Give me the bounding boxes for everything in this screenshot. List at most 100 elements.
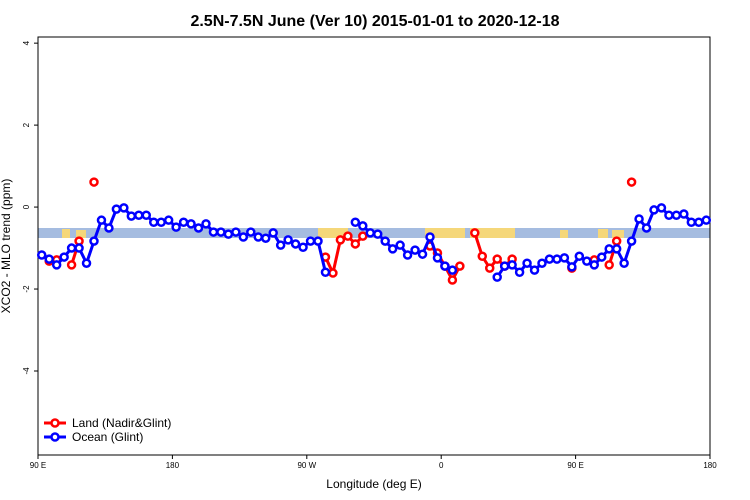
x-tick-label: 180 — [703, 461, 717, 470]
data-point — [328, 268, 338, 278]
data-point — [529, 265, 540, 275]
data-point — [522, 258, 532, 268]
data-point — [425, 232, 435, 242]
data-point — [395, 240, 405, 250]
data-point — [238, 232, 249, 242]
data-point — [679, 209, 689, 219]
legend-label: Ocean (Glint) — [72, 430, 143, 444]
data-point — [387, 244, 398, 254]
data-point — [111, 204, 122, 214]
data-point — [350, 239, 361, 249]
data-point — [126, 211, 137, 221]
data-point — [253, 232, 264, 242]
data-point — [66, 260, 77, 270]
data-point — [290, 239, 301, 249]
data-point — [544, 254, 555, 264]
data-point — [492, 272, 502, 282]
data-point — [410, 245, 420, 255]
data-point — [163, 215, 174, 225]
data-point — [81, 258, 92, 268]
data-point — [574, 251, 585, 261]
land-patch — [62, 229, 70, 238]
data-point — [380, 236, 390, 246]
data-point — [74, 243, 84, 253]
data-point — [447, 275, 458, 285]
data-point — [701, 215, 712, 225]
data-point — [656, 203, 667, 213]
data-point — [89, 236, 99, 246]
data-point — [686, 217, 697, 227]
data-point — [455, 261, 465, 271]
data-point — [649, 205, 659, 215]
data-point — [51, 260, 62, 270]
data-point — [343, 231, 353, 241]
x-tick-label: 90 W — [297, 461, 316, 470]
data-point — [231, 227, 241, 237]
data-point — [260, 233, 271, 243]
data-point — [104, 223, 114, 233]
y-tick-label: 4 — [22, 40, 31, 45]
data-point — [604, 260, 614, 270]
data-point — [358, 221, 368, 231]
data-point — [492, 254, 502, 264]
data-point — [350, 217, 361, 227]
chart-title: 2.5N-7.5N June (Ver 10) 2015-01-01 to 20… — [190, 13, 559, 30]
data-point — [447, 265, 458, 275]
data-point — [178, 217, 189, 227]
y-tick-label: 2 — [22, 122, 31, 127]
data-point — [432, 253, 443, 263]
land-patch — [470, 228, 515, 238]
data-point — [567, 262, 577, 272]
data-point — [611, 236, 622, 246]
x-axis-label: Longitude (deg E) — [326, 477, 421, 491]
land-patch — [560, 230, 568, 238]
data-point — [89, 177, 99, 187]
legend-marker — [50, 418, 60, 428]
legend-item: Land (Nadir&Glint) — [44, 416, 171, 430]
data-point — [470, 228, 480, 238]
data-point — [626, 236, 637, 246]
data-point — [298, 242, 308, 252]
x-tick-label: 180 — [166, 461, 180, 470]
data-point — [156, 217, 166, 227]
data-point — [275, 240, 286, 250]
data-point — [477, 251, 488, 261]
y-axis-label: XCO2 - MLO trend (ppm) — [0, 179, 13, 314]
data-point — [96, 215, 107, 225]
data-point — [186, 219, 196, 229]
data-point — [36, 250, 47, 260]
data-point — [320, 267, 331, 277]
data-point — [268, 228, 278, 238]
land-patch — [598, 229, 608, 238]
data-point — [499, 261, 510, 271]
data-point — [66, 243, 77, 253]
data-point — [694, 217, 704, 227]
data-point — [589, 260, 600, 270]
y-tick-label: -4 — [22, 367, 31, 375]
data-point — [604, 244, 614, 254]
data-point — [611, 244, 622, 254]
y-tick-label: -2 — [22, 285, 31, 293]
data-point — [313, 236, 323, 246]
x-tick-label: 90 E — [30, 461, 46, 470]
series — [36, 203, 712, 282]
data-point — [372, 229, 383, 239]
data-point — [626, 177, 637, 187]
data-point — [514, 267, 525, 277]
data-point — [201, 219, 211, 229]
land-patch — [76, 230, 86, 238]
data-point — [246, 227, 256, 237]
x-tick-label: 90 E — [567, 461, 583, 470]
data-point — [552, 254, 562, 264]
data-point — [619, 258, 629, 268]
legend-marker — [50, 432, 60, 442]
data-point — [440, 261, 450, 271]
data-point — [208, 227, 219, 237]
data-point — [634, 214, 644, 224]
data-point — [596, 252, 607, 262]
y-tick-label: 0 — [22, 204, 31, 209]
land-patch — [318, 228, 348, 238]
x-tick-label: 0 — [439, 461, 444, 470]
data-point — [484, 263, 495, 273]
